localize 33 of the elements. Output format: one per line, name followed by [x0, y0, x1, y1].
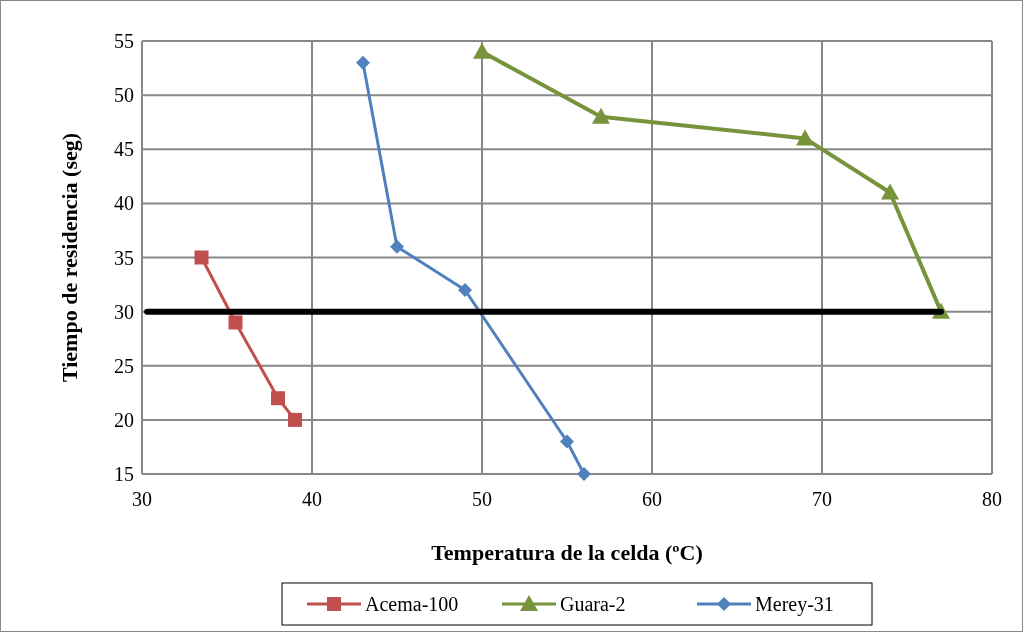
point	[194, 250, 209, 265]
point	[473, 42, 491, 59]
x-tick-label: 50	[472, 488, 492, 510]
legend-label: Merey-31	[755, 593, 834, 616]
x-axis-title: Temperatura de la celda (ºC)	[431, 540, 703, 565]
x-tick-label: 40	[302, 488, 322, 510]
legend-label: Guara-2	[560, 593, 626, 615]
point	[881, 183, 899, 200]
y-tick-label: 55	[114, 30, 134, 52]
y-tick-label: 50	[114, 84, 134, 107]
y-axis-title: Tiempo de residencia (seg)	[57, 132, 82, 383]
point	[592, 107, 610, 124]
point	[228, 315, 243, 330]
y-tick-label: 20	[114, 408, 134, 431]
y-tick-label: 15	[114, 463, 134, 485]
point	[356, 55, 370, 70]
x-tick-label: 70	[812, 488, 832, 510]
x-tick-label: 80	[982, 488, 1002, 510]
point	[390, 239, 404, 254]
x-tick-label: 30	[132, 488, 152, 510]
y-tick-label: 25	[114, 354, 134, 377]
y-tick-label: 45	[114, 138, 134, 161]
x-tick-label: 60	[642, 488, 662, 510]
point	[271, 391, 285, 406]
point	[560, 434, 574, 449]
point	[796, 129, 814, 146]
y-tick-label: 35	[114, 246, 134, 269]
point	[458, 282, 472, 297]
point	[288, 412, 302, 427]
y-tick-label: 40	[114, 192, 134, 215]
y-tick-label: 30	[114, 300, 134, 323]
point	[577, 467, 591, 481]
legend-label: Acema-100	[365, 593, 459, 615]
